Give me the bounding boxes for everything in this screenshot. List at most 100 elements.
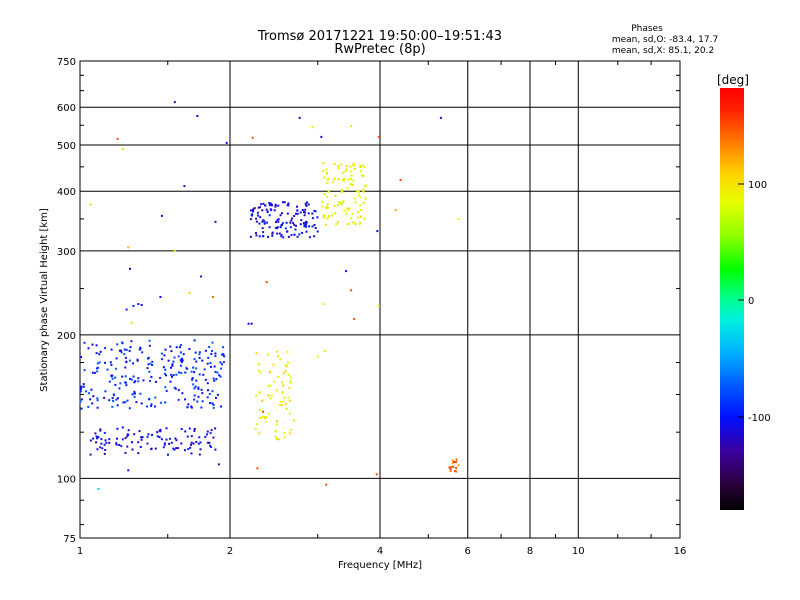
cluster-point: [282, 236, 285, 239]
cluster-point: [270, 394, 273, 397]
cluster-point: [131, 441, 133, 444]
cluster-point: [190, 435, 193, 438]
cluster-point: [125, 384, 128, 387]
cluster-point: [198, 356, 201, 359]
cluster-point: [364, 197, 367, 200]
cluster-point: [95, 344, 98, 347]
cluster-point: [251, 213, 254, 216]
cluster-point: [193, 339, 196, 342]
cluster-point: [182, 353, 185, 356]
cluster-point: [91, 402, 94, 405]
cluster-point: [306, 201, 308, 204]
cluster-point: [164, 348, 167, 351]
cluster-point: [142, 379, 145, 382]
scattered-point: [173, 101, 176, 104]
scattered-point: [188, 291, 191, 294]
cluster-point: [259, 417, 261, 419]
cluster-point: [172, 447, 175, 450]
cluster-point: [348, 222, 350, 225]
cluster-point: [115, 367, 118, 370]
cluster-point: [293, 419, 296, 422]
cluster-point: [277, 218, 280, 221]
cluster-point: [262, 219, 265, 222]
cluster-point: [212, 406, 215, 409]
cluster-point: [275, 227, 278, 230]
cluster-point: [337, 178, 340, 181]
cluster-point: [103, 396, 106, 399]
cluster-point: [356, 190, 359, 193]
stats-x-line: mean, sd,X: 85.1, 20.2: [612, 46, 714, 56]
cluster-point: [170, 366, 172, 369]
cluster-point: [267, 394, 270, 397]
cluster-point: [281, 381, 284, 384]
cluster-point: [80, 398, 83, 401]
cluster-point: [343, 209, 346, 212]
cluster-point: [117, 397, 119, 400]
cluster-point: [132, 375, 135, 378]
cluster-point: [211, 341, 214, 344]
cluster-point: [147, 363, 150, 366]
cluster-point: [184, 430, 187, 433]
cluster-point: [303, 211, 305, 214]
cluster-point: [185, 366, 188, 369]
cluster-point: [118, 349, 121, 352]
cluster-point: [341, 171, 344, 174]
cluster-point: [209, 402, 211, 405]
cluster-point: [160, 438, 163, 441]
cluster-point: [115, 442, 118, 445]
cluster-point: [300, 219, 303, 222]
cluster-point: [171, 363, 174, 366]
cluster-point: [175, 373, 178, 376]
cluster-point: [171, 375, 173, 378]
cluster-point: [90, 388, 93, 391]
cluster-point: [325, 223, 327, 226]
cluster-point: [363, 217, 366, 220]
cluster-point: [198, 453, 201, 456]
cluster-point: [283, 201, 286, 204]
cluster-point: [275, 420, 278, 423]
cluster-point: [293, 223, 296, 226]
cluster-point: [211, 390, 214, 393]
cluster-point: [197, 386, 200, 389]
cluster-point: [124, 375, 127, 378]
cluster-point: [322, 162, 325, 165]
cluster-point: [288, 412, 291, 415]
cluster-point: [352, 162, 355, 165]
cluster-point: [150, 405, 153, 407]
cluster-point: [99, 428, 102, 431]
cluster-point: [190, 406, 193, 409]
cluster-point: [279, 214, 282, 217]
cluster-point: [104, 439, 107, 442]
cluster-point: [131, 393, 134, 396]
cluster-point: [176, 447, 179, 450]
cluster-point: [338, 201, 340, 203]
y-tick-label: 500: [57, 141, 76, 152]
cluster-point: [360, 170, 363, 173]
cluster-point: [211, 402, 214, 405]
cluster-point: [212, 377, 215, 380]
cluster-point: [326, 195, 329, 198]
cluster-point: [348, 207, 351, 210]
scattered-point: [376, 230, 379, 233]
cluster-point: [127, 429, 130, 432]
cluster-point: [110, 348, 113, 351]
cluster-point: [154, 380, 157, 383]
cluster-point: [96, 399, 99, 402]
cluster-point: [146, 367, 149, 370]
cluster-point: [193, 428, 196, 430]
cluster-point: [273, 209, 276, 212]
cluster-point: [359, 166, 362, 168]
cluster-point: [148, 397, 151, 400]
cluster-point: [98, 353, 101, 356]
cluster-point: [151, 433, 153, 436]
cluster-point: [195, 379, 198, 382]
cluster-point: [129, 377, 131, 380]
cluster-point: [201, 392, 204, 395]
cluster-point: [199, 441, 202, 444]
cluster-point: [299, 223, 302, 226]
cluster-point: [249, 218, 252, 221]
cluster-point: [162, 446, 165, 449]
cluster-point: [349, 183, 352, 186]
scattered-point: [200, 275, 203, 278]
